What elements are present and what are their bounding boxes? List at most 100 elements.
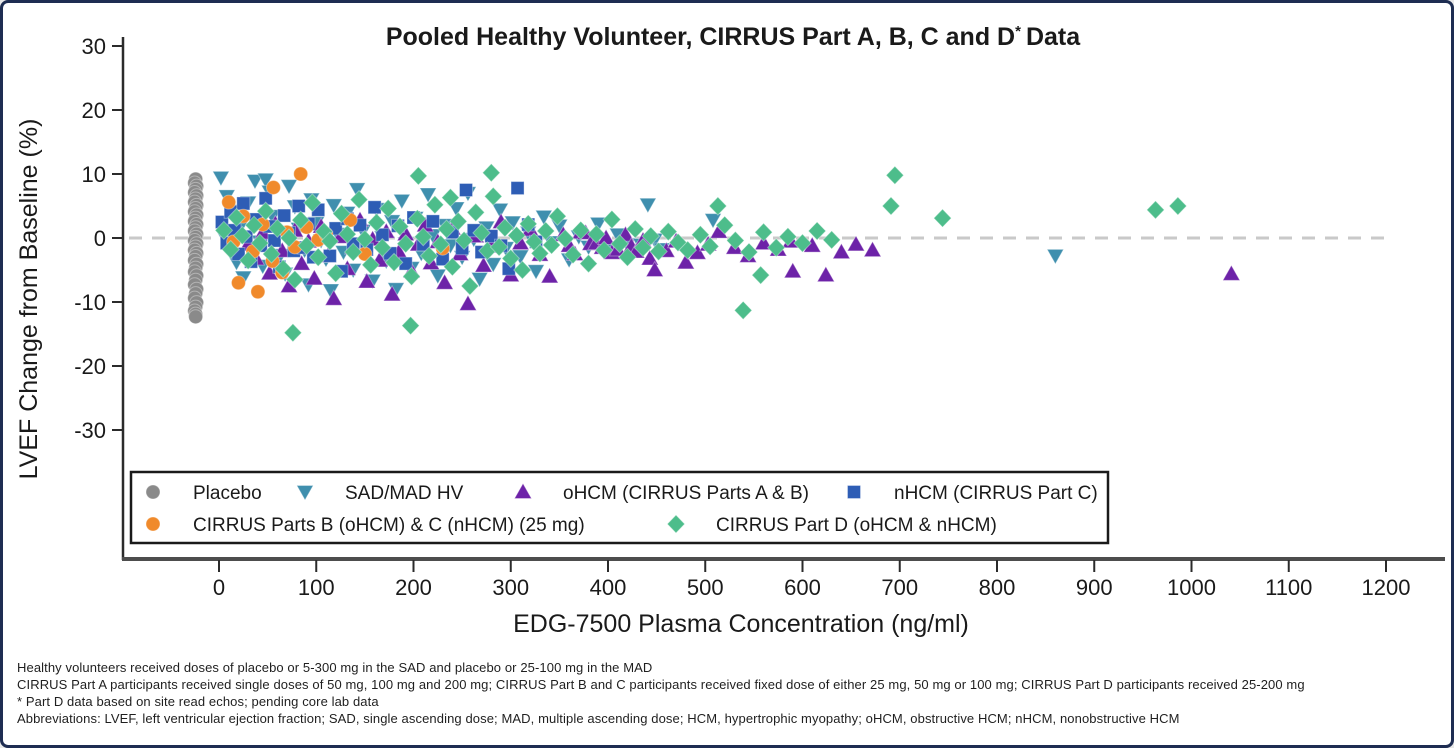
- data-point-triangle-up: [324, 289, 344, 306]
- data-point-diamond: [610, 234, 630, 254]
- data-point-square: [277, 208, 292, 223]
- axis-ticks: 0 100 200 300 400 500 600 700 800 900 1000 1100 1200…: [74, 34, 1410, 600]
- x-tick-label: 600: [784, 575, 821, 600]
- footnote-line: * Part D data based on site read echos; …: [17, 694, 379, 709]
- data-points-layer: [187, 163, 1241, 343]
- data-point-diamond: [733, 300, 753, 321]
- data-point-triangle-up: [783, 261, 803, 279]
- x-tick-label: 0: [213, 575, 225, 600]
- data-point-diamond: [437, 219, 456, 239]
- data-point-triangle-up: [640, 248, 660, 266]
- data-point-diamond: [361, 255, 381, 275]
- legend-label: CIRRUS Part D (oHCM & nHCM): [716, 515, 997, 536]
- x-tick-label: 700: [881, 575, 918, 600]
- data-point-diamond: [402, 266, 421, 287]
- data-point-triangle-up: [292, 254, 312, 271]
- data-point-diamond: [297, 235, 316, 256]
- chart-title: Pooled Healthy Volunteer, CIRRUS Part A,…: [386, 23, 1081, 51]
- data-point-circle: [250, 284, 266, 300]
- data-point-diamond: [466, 202, 486, 223]
- data-point-triangle-down: [348, 182, 367, 199]
- data-point-square: [510, 181, 525, 196]
- data-point-diamond: [337, 224, 357, 244]
- data-point-diamond: [618, 247, 637, 267]
- x-tick-label: 1200: [1362, 575, 1411, 600]
- data-point-diamond: [513, 260, 532, 280]
- data-point-circle: [188, 309, 204, 325]
- data-point-triangle-down: [256, 172, 275, 189]
- data-point-circle: [265, 179, 281, 195]
- y-tick-label: -30: [74, 418, 106, 443]
- x-tick-label: 1100: [1265, 575, 1312, 600]
- legend-swatch-triangle-down: [295, 485, 315, 502]
- data-point-diamond: [232, 225, 252, 246]
- legend-label: CIRRUS Parts B (oHCM) & C (nHCM) (25 mg): [193, 515, 585, 536]
- data-point-diamond: [431, 234, 451, 255]
- data-point-triangle-up: [676, 252, 696, 270]
- data-point-diamond: [372, 237, 392, 258]
- y-tick-label: 20: [82, 98, 106, 123]
- data-point-diamond: [378, 198, 398, 219]
- data-point-square: [236, 196, 251, 211]
- data-point-diamond: [778, 227, 798, 247]
- data-point-diamond: [483, 186, 503, 207]
- data-point-triangle-up: [1222, 264, 1241, 281]
- data-point-diamond: [793, 233, 812, 253]
- data-point-diamond: [726, 230, 745, 251]
- footnote-line: Abbreviations: LVEF, left ventricular ej…: [17, 711, 1180, 726]
- data-point-diamond: [244, 215, 264, 235]
- data-point-triangle-up: [435, 273, 454, 290]
- x-tick-label: 500: [687, 575, 724, 600]
- data-point-diamond: [349, 189, 369, 210]
- data-point-triangle-up: [863, 240, 882, 258]
- data-point-diamond: [602, 209, 622, 230]
- data-point-diamond: [413, 227, 433, 247]
- data-point-diamond: [708, 196, 728, 216]
- data-point-diamond: [563, 244, 583, 265]
- data-point-diamond: [507, 225, 526, 246]
- y-axis-title: LVEF Change from Baseline (%): [15, 119, 43, 480]
- data-point-diamond: [367, 212, 386, 233]
- data-point-triangle-down: [392, 193, 411, 210]
- data-point-circle: [293, 166, 309, 182]
- data-point-diamond: [407, 209, 427, 229]
- legend-swatch-square: [847, 485, 861, 499]
- data-point-diamond: [700, 236, 720, 257]
- data-point-diamond: [384, 252, 404, 273]
- data-point-triangle-up: [816, 265, 836, 283]
- data-point-square: [291, 199, 306, 213]
- data-point-diamond: [690, 225, 710, 245]
- data-point-triangle-up: [645, 260, 665, 277]
- data-point-diamond: [448, 211, 468, 232]
- legend-box: [129, 470, 1110, 545]
- data-point-diamond: [472, 223, 491, 243]
- data-point-diamond: [454, 230, 474, 251]
- footnotes: Healthy volunteers received doses of pla…: [17, 659, 1447, 727]
- data-point-diamond: [273, 259, 293, 279]
- legend-swatch-triangle-up: [513, 482, 533, 499]
- x-tick-label: 800: [979, 575, 1016, 600]
- data-point-diamond: [885, 165, 905, 185]
- data-point-diamond: [443, 257, 462, 277]
- data-point-diamond: [279, 228, 299, 248]
- data-point-diamond: [419, 246, 439, 266]
- data-point-diamond: [678, 240, 698, 260]
- x-tick-label: 1000: [1167, 575, 1216, 600]
- x-tick-label: 200: [395, 575, 432, 600]
- data-point-diamond: [586, 224, 606, 244]
- data-point-diamond: [518, 214, 538, 234]
- data-point-diamond: [571, 220, 591, 241]
- data-point-diamond: [536, 221, 556, 241]
- x-tick-label: 400: [590, 575, 627, 600]
- data-point-triangle-down: [245, 174, 265, 191]
- data-point-triangle-up: [474, 256, 493, 273]
- y-tick-label: 10: [82, 162, 106, 187]
- legend-label: Placebo: [193, 483, 262, 504]
- data-point-diamond: [214, 220, 234, 241]
- y-tick-label: -20: [74, 354, 106, 379]
- data-point-diamond: [751, 265, 771, 285]
- data-point-diamond: [221, 239, 241, 260]
- legend-swatch-circle: [145, 516, 161, 532]
- y-tick-label: 30: [82, 34, 106, 59]
- data-point-triangle-down: [703, 213, 723, 230]
